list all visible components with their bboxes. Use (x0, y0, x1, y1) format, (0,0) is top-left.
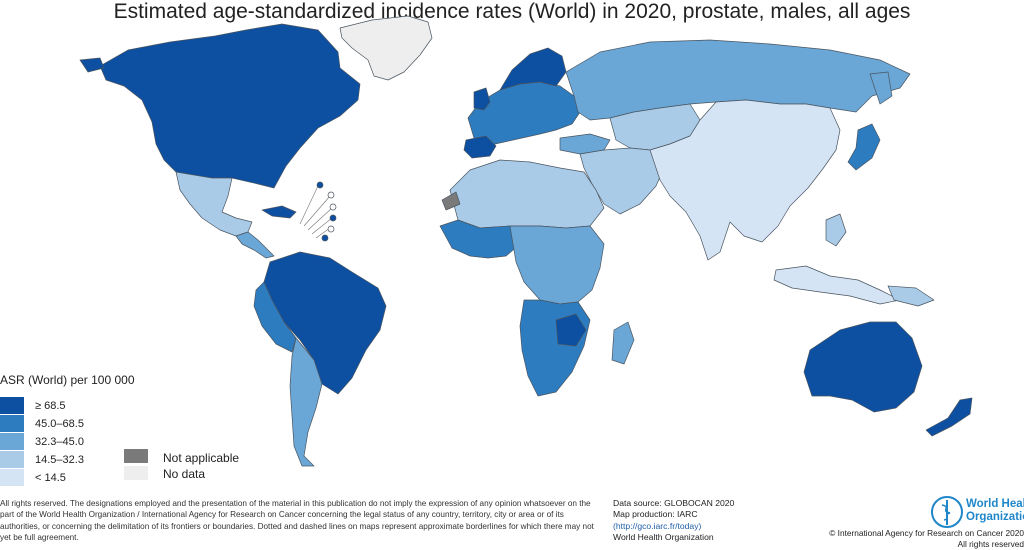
region-southern-africa (519, 299, 591, 397)
legend-swatch-5 (0, 469, 24, 486)
who-logo-text: World Health Organization (966, 498, 1024, 524)
org-name-text: World Health Organization (613, 532, 714, 543)
region-central-america (235, 231, 275, 259)
legend-no-data-label: No data (163, 467, 206, 481)
callout-dot-3 (329, 203, 337, 211)
map-title: Estimated age-standardized incidence rat… (113, 0, 911, 23)
region-alaska-islands (79, 57, 105, 73)
region-new-zealand (925, 397, 973, 437)
region-scandinavia (499, 47, 567, 91)
region-north-africa (449, 159, 605, 229)
region-south-east-asia (649, 99, 841, 261)
who-logo: World Health Organization (928, 494, 1024, 530)
region-mexico (175, 171, 253, 237)
callout-dot-5 (327, 225, 335, 233)
disclaimer-text: All rights reserved. The designations em… (0, 499, 594, 543)
legend-swatch-4 (0, 451, 24, 468)
region-philippines (825, 213, 847, 247)
region-iberia (463, 135, 497, 159)
legend-swatch-1 (0, 397, 24, 414)
source-url-link[interactable]: (http://gco.iarc.fr/today) (613, 520, 702, 531)
credits-block: Data source: GLOBOCAN 2020 Map productio… (613, 498, 813, 544)
region-australia (803, 321, 923, 413)
data-source-text: Data source: GLOBOCAN 2020 (613, 498, 735, 508)
region-southern-cone (289, 337, 323, 467)
region-indonesia (773, 265, 901, 305)
copyright-line-2: All rights reserved (957, 539, 1024, 549)
region-middle-east (579, 147, 665, 215)
who-logo-line-2: Organization (966, 511, 1024, 523)
legend-label-2: 45.0–68.5 (35, 418, 84, 430)
caribbean-callouts (299, 185, 333, 239)
legend-not-applicable-swatch (124, 449, 148, 463)
region-british-isles (473, 87, 491, 111)
region-new-guinea (887, 285, 935, 307)
callout-dot-2 (327, 191, 335, 199)
region-caribbean (261, 205, 297, 219)
region-madagascar (611, 321, 635, 365)
legend-label-4: 14.5–32.3 (35, 454, 84, 466)
legend-no-data-swatch (124, 466, 148, 480)
callout-dot-1 (316, 181, 324, 189)
region-south-america-west (253, 281, 297, 353)
legend-label-1: ≥ 68.5 (35, 400, 66, 412)
legend-label-5: < 14.5 (35, 472, 66, 484)
region-zimbabwe-zambia (555, 313, 587, 347)
callout-dot-4 (329, 214, 337, 222)
region-central-africa (509, 225, 605, 305)
region-greenland (339, 15, 433, 81)
region-west-africa (439, 219, 521, 259)
copyright-line-1: © International Agency for Research on C… (829, 528, 1024, 538)
legend-title: ASR (World) per 100 000 (0, 373, 135, 387)
map-production-text: Map production: IARC (613, 509, 698, 520)
region-japan (847, 123, 881, 171)
region-western-sahara (441, 191, 461, 211)
legend-label-3: 32.3–45.0 (35, 436, 84, 448)
region-kamchatka (869, 71, 893, 105)
callout-dot-6 (321, 234, 329, 242)
legend-swatch-2 (0, 415, 24, 432)
legend-not-applicable-label: Not applicable (163, 451, 240, 465)
who-logo-line-1: World Health (966, 498, 1024, 510)
legend-swatch-3 (0, 433, 24, 450)
who-emblem-icon (931, 496, 963, 528)
region-north-america (99, 23, 361, 189)
copyright-block: © International Agency for Research on C… (824, 528, 1024, 550)
map-legend: ASR (World) per 100 000 ≥ 68.5 45.0–68.5… (0, 373, 260, 486)
